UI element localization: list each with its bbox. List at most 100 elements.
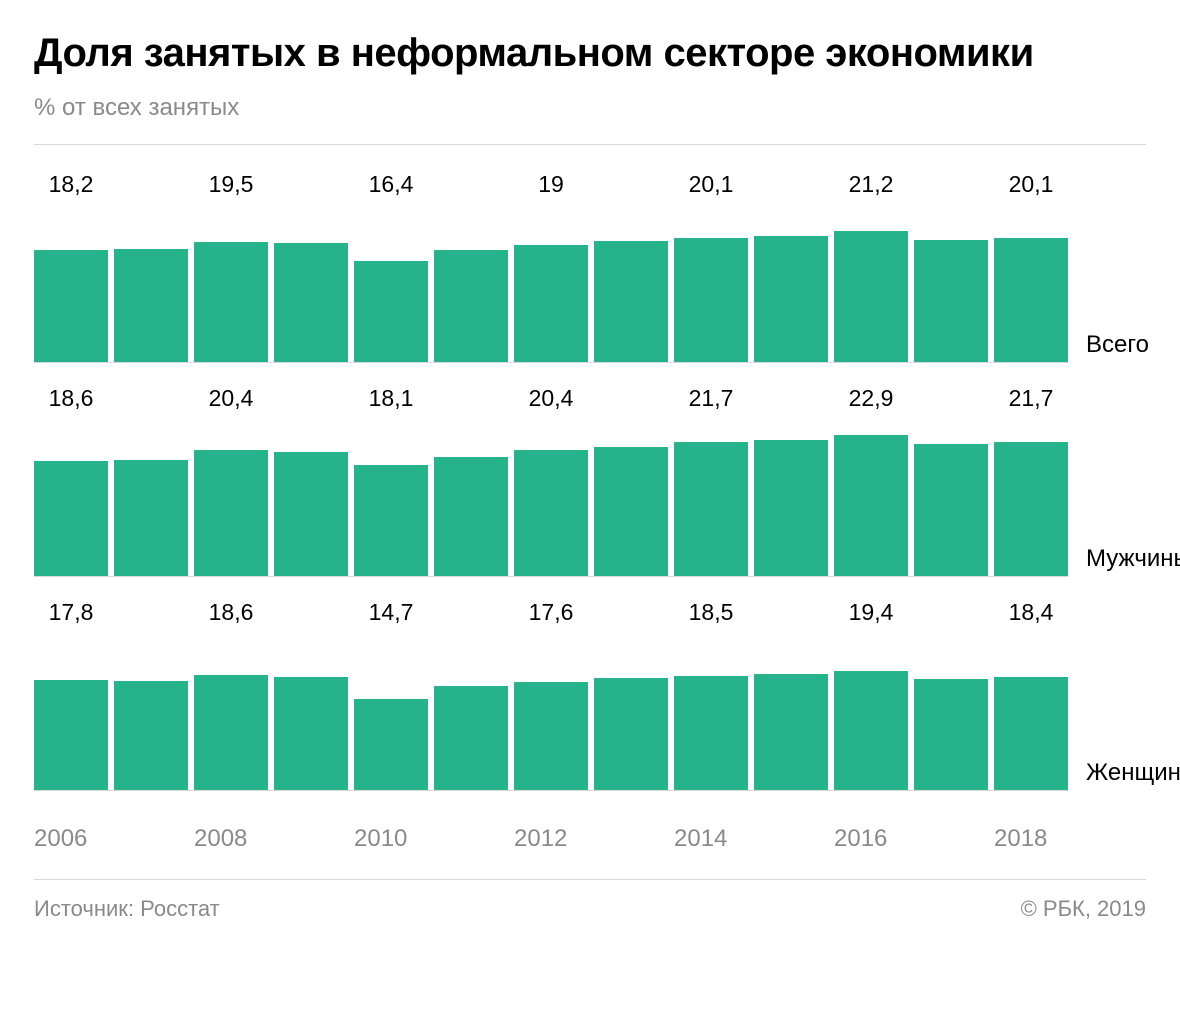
bar-fill [34, 680, 108, 790]
bar-fill [754, 440, 828, 576]
bars-row: 18,620,418,120,421,722,921,7 [34, 387, 1068, 577]
bar-value-label: 18,2 [34, 171, 108, 198]
bar-fill [114, 681, 188, 790]
bar [754, 387, 828, 576]
bar [594, 387, 668, 576]
bar-value-label: 18,6 [34, 385, 108, 412]
bar-fill [274, 677, 348, 790]
bar-fill [194, 450, 268, 576]
bar-fill [434, 250, 508, 362]
bar [114, 387, 188, 576]
bar [274, 173, 348, 362]
divider [34, 144, 1146, 145]
bar-fill [514, 245, 588, 362]
bar-value-label: 18,6 [194, 599, 268, 626]
bar: 18,6 [34, 387, 108, 576]
bar-fill [834, 671, 908, 791]
bar: 17,6 [514, 601, 588, 790]
bar-fill [914, 679, 988, 790]
bar: 18,4 [994, 601, 1068, 790]
x-tick-label: 2008 [194, 825, 268, 853]
bar [914, 387, 988, 576]
bar-fill [354, 261, 428, 362]
bar: 18,5 [674, 601, 748, 790]
bar: 18,2 [34, 173, 108, 362]
bar: 19,5 [194, 173, 268, 362]
bar-fill [834, 231, 908, 362]
bar-value-label: 20,4 [514, 385, 588, 412]
bar: 20,4 [514, 387, 588, 576]
bar-fill [674, 238, 748, 362]
bar-value-label: 20,1 [674, 171, 748, 198]
bar-fill [114, 249, 188, 362]
bar-value-label: 21,7 [994, 385, 1068, 412]
bar-fill [754, 236, 828, 362]
bar-fill [754, 674, 828, 790]
bar-fill [594, 241, 668, 362]
bars-row: 17,818,614,717,618,519,418,4 [34, 601, 1068, 791]
bar [594, 601, 668, 790]
bar [434, 173, 508, 362]
x-tick-label: 2018 [994, 825, 1068, 853]
bar-fill [194, 675, 268, 790]
bar-value-label: 16,4 [354, 171, 428, 198]
bar-fill [354, 699, 428, 790]
bar-fill [914, 240, 988, 362]
bar: 20,4 [194, 387, 268, 576]
bar-fill [514, 450, 588, 576]
bar: 20,1 [994, 173, 1068, 362]
chart-panel: 18,620,418,120,421,722,921,7Мужчины [34, 387, 1146, 577]
bar-fill [274, 243, 348, 362]
bar [754, 601, 828, 790]
chart-panel: 17,818,614,717,618,519,418,4Женщины [34, 601, 1146, 791]
bar: 19,4 [834, 601, 908, 790]
bar: 21,2 [834, 173, 908, 362]
bar [434, 387, 508, 576]
bar-fill [674, 442, 748, 576]
panel-label: Всего [1082, 331, 1149, 363]
bar-fill [594, 678, 668, 790]
x-tick-label [754, 825, 828, 853]
x-tick-label: 2010 [354, 825, 428, 853]
bar [114, 601, 188, 790]
panel-label: Мужчины [1082, 545, 1180, 577]
panel-label: Женщины [1082, 759, 1180, 791]
bar-fill [194, 242, 268, 362]
bar-value-label: 19,4 [834, 599, 908, 626]
x-tick-label [914, 825, 988, 853]
bar: 16,4 [354, 173, 428, 362]
bar-fill [834, 435, 908, 576]
chart-title: Доля занятых в неформальном секторе экон… [34, 30, 1146, 76]
bar-fill [914, 444, 988, 576]
bar [274, 601, 348, 790]
bar-value-label: 18,4 [994, 599, 1068, 626]
chart-area: 18,2 19,5 16,4 19 20,1 21,2 20,1 Всего 18,6 20,4 1… [34, 173, 1146, 853]
bar-fill [594, 447, 668, 576]
bar-value-label: 21,7 [674, 385, 748, 412]
bar [434, 601, 508, 790]
bar-fill [434, 686, 508, 790]
footer: Источник: Росстат © РБК, 2019 [34, 879, 1146, 922]
bar-fill [994, 677, 1068, 790]
bar-value-label: 17,6 [514, 599, 588, 626]
x-tick-label: 2006 [34, 825, 108, 853]
x-tick-label [114, 825, 188, 853]
x-tick-label: 2016 [834, 825, 908, 853]
x-tick-label: 2012 [514, 825, 588, 853]
bar-fill [514, 682, 588, 790]
bar: 20,1 [674, 173, 748, 362]
bar [914, 601, 988, 790]
bar: 18,1 [354, 387, 428, 576]
chart-subtitle: % от всех занятых [34, 94, 1146, 122]
bar-fill [994, 442, 1068, 576]
bar-value-label: 18,1 [354, 385, 428, 412]
bar-fill [34, 250, 108, 362]
bar-fill [994, 238, 1068, 362]
bar-fill [34, 461, 108, 576]
bar-fill [354, 465, 428, 576]
x-tick-label [274, 825, 348, 853]
bar [914, 173, 988, 362]
x-tick-label: 2014 [674, 825, 748, 853]
bar: 19 [514, 173, 588, 362]
bar: 14,7 [354, 601, 428, 790]
